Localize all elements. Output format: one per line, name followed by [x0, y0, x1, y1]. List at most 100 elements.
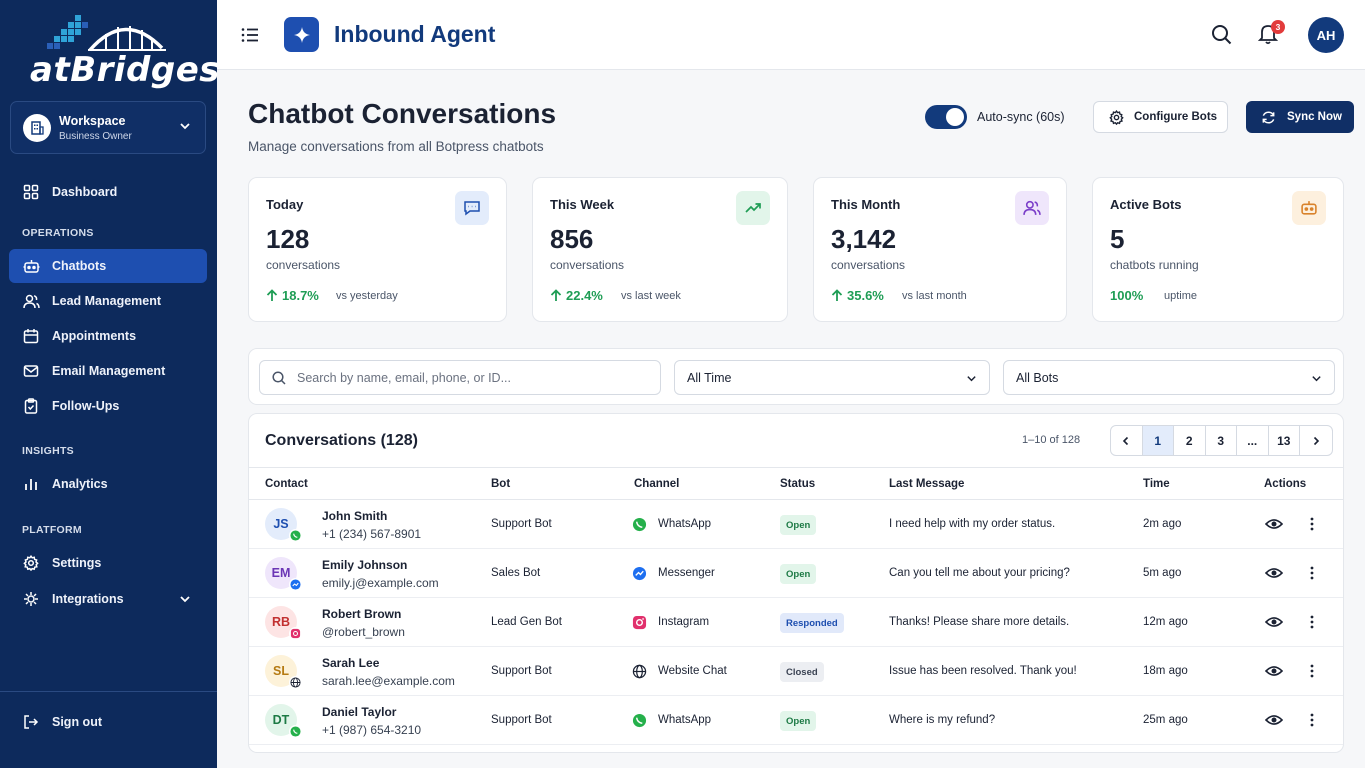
section-platform: PLATFORM [22, 524, 82, 536]
page-title: Chatbot Conversations [248, 98, 557, 129]
bridge-logo-icon [47, 15, 166, 52]
prev-page-button[interactable] [1111, 426, 1143, 455]
stat-unit: chatbots running [1110, 258, 1199, 272]
search-icon[interactable] [1211, 24, 1232, 45]
table-row[interactable]: SL Sarah Lee sarah.lee@example.com Suppo… [249, 647, 1343, 696]
toggle-knob [946, 108, 964, 126]
channel-name: Instagram [658, 616, 710, 628]
table-row[interactable]: JS John Smith +1 (234) 567-8901 Support … [249, 500, 1343, 549]
building-icon [23, 114, 51, 142]
more-vertical-icon[interactable] [1307, 565, 1317, 581]
stat-change-value: 22.4% [566, 288, 603, 303]
sidebar-item-analytics[interactable]: Analytics [9, 467, 207, 501]
brand-logo[interactable]: atBridges [30, 14, 220, 90]
page-button[interactable]: 2 [1174, 426, 1206, 455]
status-badge: Open [780, 564, 817, 584]
bot-name: Sales Bot [491, 567, 541, 579]
more-vertical-icon[interactable] [1307, 712, 1317, 728]
sync-now-button[interactable]: Sync Now [1246, 101, 1354, 133]
puzzle-icon [22, 590, 40, 608]
eye-icon[interactable] [1265, 712, 1283, 728]
column-header: Actions [1264, 478, 1307, 490]
more-vertical-icon[interactable] [1307, 614, 1317, 630]
stat-compare: vs last week [621, 290, 681, 302]
table-row[interactable]: RB Robert Brown @robert_brown Lead Gen B… [249, 598, 1343, 647]
stat-card-active-bots: Active Bots 5 chatbots running 100% upti… [1092, 177, 1344, 322]
conversations-title: Conversations (128) [265, 432, 418, 449]
sign-out-label: Sign out [52, 715, 102, 729]
stat-unit: conversations [550, 258, 625, 272]
search-input[interactable] [297, 370, 637, 385]
stat-change-value: 18.7% [282, 288, 319, 303]
status-badge: Open [780, 711, 817, 731]
mail-icon [22, 362, 40, 380]
stat-change-value: 100% [1110, 288, 1144, 303]
table-header: Contact Bot Channel Status Last Message … [249, 467, 1343, 500]
next-page-button[interactable] [1300, 426, 1332, 455]
page-button[interactable]: 3 [1206, 426, 1237, 455]
bot-icon [22, 257, 40, 275]
sidebar-item-label: Lead Management [52, 294, 162, 308]
table-row[interactable]: EM Emily Johnson emily.j@example.com Sal… [249, 549, 1343, 598]
sidebar-item-lead-management[interactable]: Lead Management [9, 284, 207, 318]
search-box[interactable] [259, 360, 661, 395]
stat-card-today: Today 128 conversations 18.7% vs yesterd… [248, 177, 507, 322]
menu-list-icon[interactable] [241, 26, 259, 44]
time-filter-select[interactable]: All Time [674, 360, 990, 395]
sidebar-item-settings[interactable]: Settings [9, 546, 207, 580]
more-vertical-icon[interactable] [1307, 516, 1317, 532]
stat-card-month: This Month 3,142 conversations 35.6% vs … [813, 177, 1067, 322]
contact-detail: sarah.lee@example.com [322, 674, 455, 688]
more-vertical-icon[interactable] [1307, 663, 1317, 679]
sidebar-item-label: Chatbots [52, 259, 107, 273]
sign-out-button[interactable]: Sign out [9, 705, 207, 739]
eye-icon[interactable] [1265, 663, 1283, 679]
contact-name: John Smith [322, 509, 388, 523]
status-badge: Responded [780, 613, 844, 633]
table-row[interactable]: DT Daniel Taylor +1 (987) 654-3210 Suppo… [249, 696, 1343, 745]
contact-name: Daniel Taylor [322, 705, 397, 719]
status-badge: Open [780, 515, 817, 535]
bot-filter-select[interactable]: All Bots [1003, 360, 1335, 395]
stat-value: 128 [266, 224, 310, 254]
search-icon [272, 370, 286, 385]
page-ellipsis: ... [1237, 426, 1269, 455]
sidebar-item-chatbots[interactable]: Chatbots [9, 249, 207, 283]
channel-name: Messenger [658, 567, 715, 579]
arrow-up-icon [266, 289, 278, 301]
workspace-switcher[interactable]: Workspace Business Owner [10, 101, 206, 154]
sidebar-item-dashboard[interactable]: Dashboard [9, 175, 207, 209]
sidebar: atBridges Workspace Business Owner Dashb… [0, 0, 220, 768]
sidebar-item-follow-ups[interactable]: Follow-Ups [9, 389, 207, 423]
user-avatar[interactable]: AH [1308, 17, 1344, 53]
page-button[interactable]: 1 [1142, 426, 1174, 455]
workspace-title: Workspace [59, 114, 126, 128]
sidebar-item-label: Analytics [52, 477, 108, 491]
auto-sync-toggle[interactable] [925, 105, 967, 129]
last-message: I need help with my order status. [889, 518, 1056, 530]
users-icon [22, 292, 40, 310]
last-message: Where is my refund? [889, 714, 996, 726]
eye-icon[interactable] [1265, 565, 1283, 581]
eye-icon[interactable] [1265, 614, 1283, 630]
sidebar-item-label: Follow-Ups [52, 399, 120, 413]
bot-name: Support Bot [491, 714, 552, 726]
chevron-down-icon [967, 376, 976, 382]
column-header: Time [1143, 478, 1170, 490]
sidebar-item-email-management[interactable]: Email Management [9, 354, 207, 388]
sidebar-item-appointments[interactable]: Appointments [9, 319, 207, 353]
gear-icon [1109, 109, 1124, 125]
configure-bots-button[interactable]: Configure Bots [1093, 101, 1228, 133]
column-header: Channel [634, 478, 680, 490]
notification-badge: 3 [1271, 20, 1285, 34]
stat-title: This Week [550, 197, 615, 212]
instagram-badge-icon [289, 627, 302, 640]
sidebar-item-integrations[interactable]: Integrations [9, 582, 207, 616]
chevron-down-icon [180, 123, 190, 130]
stat-change: 35.6% [831, 288, 884, 303]
stat-unit: conversations [831, 258, 906, 272]
bot-filter-value: All Bots [1016, 370, 1059, 385]
sidebar-item-label: Dashboard [52, 185, 118, 199]
eye-icon[interactable] [1265, 516, 1283, 532]
page-button[interactable]: 13 [1269, 426, 1300, 455]
